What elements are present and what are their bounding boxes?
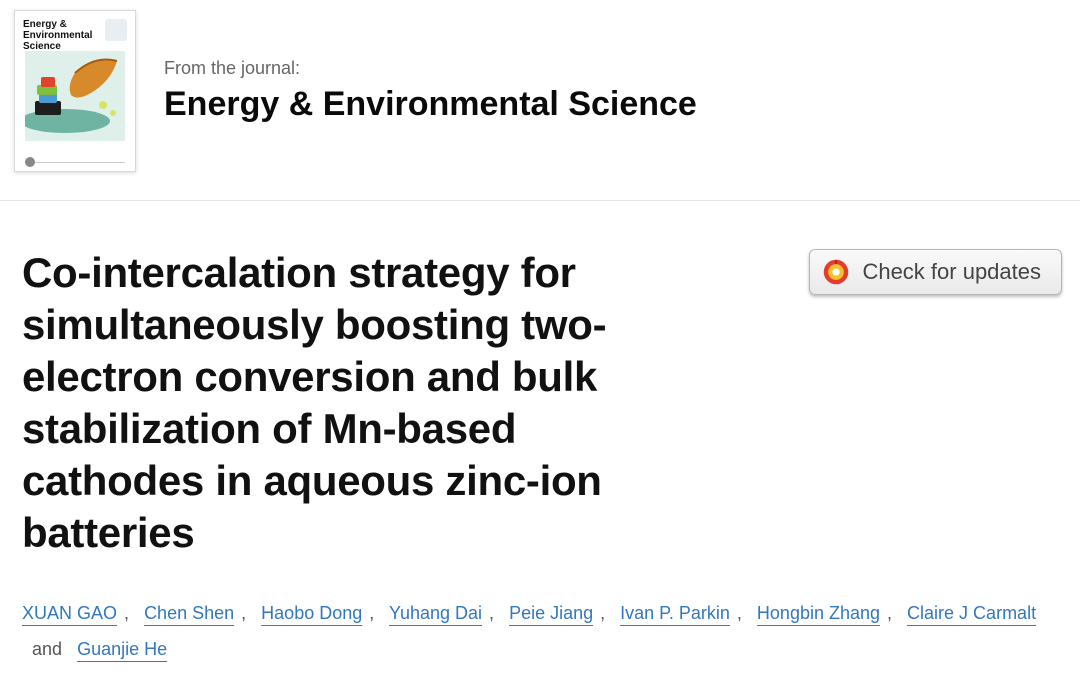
crossmark-icon — [822, 258, 850, 286]
separator: , — [364, 603, 384, 623]
article-main: Check for updates Co-intercalation strat… — [0, 201, 1080, 577]
journal-cover-logo — [25, 157, 35, 167]
author-link[interactable]: XUAN GAO — [22, 603, 117, 623]
article-title: Co-intercalation strategy for simultaneo… — [22, 247, 622, 559]
author-link[interactable]: Haobo Dong — [261, 603, 362, 623]
separator: , — [119, 603, 139, 623]
from-journal-label: From the journal: — [164, 58, 697, 79]
author-link[interactable]: Hongbin Zhang — [757, 603, 880, 623]
check-for-updates-button[interactable]: Check for updates — [809, 249, 1062, 295]
journal-cover-art — [25, 49, 125, 143]
separator: , — [595, 603, 615, 623]
author-link[interactable]: Guanjie He — [77, 639, 167, 659]
separator: , — [732, 603, 752, 623]
separator: , — [484, 603, 504, 623]
journal-row: Energy & Environmental Science — [0, 0, 1080, 200]
author-link[interactable]: Ivan P. Parkin — [620, 603, 730, 623]
journal-name[interactable]: Energy & Environmental Science — [164, 85, 697, 124]
article-header-block: Energy & Environmental Science — [0, 0, 1080, 681]
author-link[interactable]: Yuhang Dai — [389, 603, 482, 623]
journal-cover-thumbnail[interactable]: Energy & Environmental Science — [14, 10, 136, 172]
author-link[interactable]: Claire J Carmalt — [907, 603, 1036, 623]
journal-cover-badge — [105, 19, 127, 41]
separator: , — [236, 603, 256, 623]
separator: , — [882, 603, 902, 623]
author-link[interactable]: Peie Jiang — [509, 603, 593, 623]
and-connector: and — [22, 639, 72, 659]
author-link[interactable]: Chen Shen — [144, 603, 234, 623]
author-list: XUAN GAO , Chen Shen , Haobo Dong , Yuha… — [0, 577, 1080, 681]
journal-cover-divider — [25, 162, 125, 163]
journal-meta: From the journal: Energy & Environmental… — [164, 58, 697, 124]
check-for-updates-label: Check for updates — [862, 259, 1041, 285]
